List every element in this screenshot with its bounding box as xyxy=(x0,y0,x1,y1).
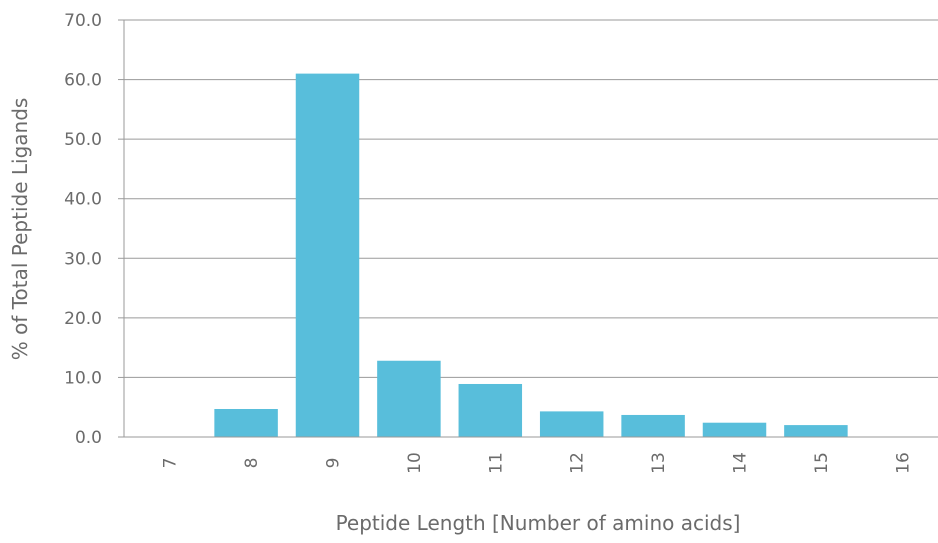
x-tick-label: 12 xyxy=(568,452,588,474)
x-tick-label: 9 xyxy=(324,458,344,469)
y-tick-label: 0.0 xyxy=(75,428,102,448)
bar-10 xyxy=(377,360,441,437)
axes xyxy=(118,19,938,438)
y-tick-label: 60.0 xyxy=(64,71,102,91)
x-tick-label: 8 xyxy=(242,458,262,469)
gridlines xyxy=(124,19,938,378)
x-tick-label: 16 xyxy=(893,452,913,474)
y-tick-label: 30.0 xyxy=(64,249,102,269)
bar-13 xyxy=(621,414,685,437)
x-tick-label: 10 xyxy=(405,452,425,474)
bar-12 xyxy=(539,411,604,437)
x-tick-label: 15 xyxy=(812,452,832,474)
y-tick-label: 10.0 xyxy=(64,368,102,388)
x-axis-title: Peptide Length [Number of amino acids] xyxy=(336,511,741,535)
y-tick-label: 70.0 xyxy=(64,11,102,31)
bars xyxy=(214,73,848,437)
y-tick-labels: 0.0 10.0 20.0 30.0 40.0 50.0 60.0 70.0 xyxy=(64,11,102,448)
y-tick-label: 40.0 xyxy=(64,190,102,210)
x-tick-label: 14 xyxy=(731,452,751,474)
x-tick-label: 7 xyxy=(161,458,181,469)
x-tick-labels: 7 8 9 10 11 12 13 14 15 16 xyxy=(161,452,914,474)
y-axis-title: % of Total Peptide Ligands xyxy=(8,98,32,361)
bar-9 xyxy=(295,73,360,437)
bar-14 xyxy=(702,422,767,437)
y-tick-label: 50.0 xyxy=(64,130,102,150)
x-tick-label: 11 xyxy=(486,452,506,474)
x-tick-label: 13 xyxy=(649,452,669,474)
bar-11 xyxy=(458,383,523,437)
y-tick-label: 20.0 xyxy=(64,309,102,329)
bar-15 xyxy=(784,425,848,437)
bar-8 xyxy=(214,409,278,437)
